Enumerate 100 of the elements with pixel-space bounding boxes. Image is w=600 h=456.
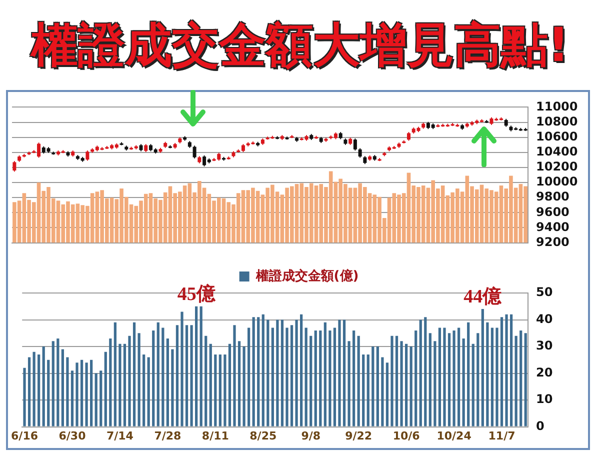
bar [214, 354, 217, 426]
bar [338, 320, 341, 426]
x-tick-label: 7/14 [106, 429, 134, 442]
bar [386, 362, 389, 426]
bar [90, 360, 93, 426]
bar [142, 354, 146, 426]
bar [56, 338, 60, 426]
x-tick-label: 8/25 [250, 429, 277, 442]
bar [304, 328, 308, 426]
bar [94, 373, 98, 426]
bar [162, 328, 164, 426]
y-tick-label: 9200 [536, 234, 570, 249]
bar [85, 362, 88, 426]
bar [376, 346, 379, 426]
bar [419, 320, 422, 426]
bar [28, 357, 31, 426]
x-tick-label: 8/11 [202, 429, 229, 442]
bar [414, 330, 418, 426]
bar [390, 336, 394, 426]
bar [319, 330, 322, 426]
bar [47, 360, 50, 426]
bar [132, 322, 136, 426]
bar [166, 338, 169, 426]
bar [280, 320, 284, 426]
x-tick-label: 9/8 [301, 429, 321, 442]
bar [505, 314, 508, 426]
bar [443, 328, 446, 426]
x-tick-label: 10/6 [392, 429, 420, 442]
bar [176, 325, 179, 426]
candlestick [86, 150, 90, 162]
bar [80, 360, 84, 426]
bar [404, 344, 408, 426]
bar [348, 341, 350, 426]
bar [472, 344, 474, 426]
bar [204, 336, 208, 426]
bar [195, 306, 198, 426]
bar [171, 349, 174, 426]
bar [286, 328, 288, 426]
bar [333, 328, 336, 426]
candlestick [12, 160, 16, 172]
y-tick-label: 9600 [536, 204, 570, 219]
bar [228, 344, 232, 426]
y-tick-label: 50 [536, 285, 553, 300]
bar [476, 333, 480, 426]
bar [23, 368, 26, 426]
bar [314, 330, 317, 426]
bar [42, 346, 45, 426]
y-tick-label: 9800 [536, 190, 570, 204]
bar [366, 354, 370, 426]
bar [76, 362, 78, 426]
bar [328, 330, 332, 426]
bar [180, 312, 184, 426]
bar [520, 330, 522, 426]
bar [118, 344, 122, 426]
bar [185, 325, 188, 426]
bar [209, 344, 212, 426]
y-tick-label: 0 [536, 418, 544, 433]
y-tick-label: 20 [536, 365, 553, 380]
y-tick-label: 11000 [536, 99, 578, 114]
bar [266, 320, 270, 426]
bar [128, 336, 131, 426]
bar [481, 309, 484, 426]
bar [262, 314, 264, 426]
bar [467, 322, 470, 426]
bar [32, 352, 36, 426]
bar [70, 370, 74, 426]
bar [428, 333, 432, 426]
bar [310, 336, 312, 426]
bar [500, 317, 504, 426]
bar [496, 328, 498, 426]
bar [438, 328, 442, 426]
bar [462, 338, 465, 426]
y-tick-label: 30 [536, 338, 553, 353]
x-tick-label: 11/7 [488, 429, 516, 442]
bar [342, 320, 346, 426]
legend-label: 權證成交金額(億) [254, 268, 359, 284]
bar [156, 322, 160, 426]
bar [324, 322, 326, 426]
bar [152, 330, 155, 426]
x-tick-label: 9/22 [345, 429, 372, 442]
bar [52, 341, 54, 426]
bar [218, 354, 222, 426]
y-tick-label: 10800 [536, 114, 578, 128]
y-tick-label: 10000 [536, 174, 578, 189]
bar [242, 346, 246, 426]
x-tick-label: 7/28 [154, 429, 182, 442]
bar [100, 370, 102, 426]
y-tick-label: 40 [536, 312, 553, 326]
bar [434, 341, 436, 426]
annotation: 44億 [464, 285, 503, 308]
y-tick-label: 10200 [536, 160, 578, 174]
annotation: 45億 [177, 282, 216, 305]
bar [352, 330, 356, 426]
bar [276, 320, 279, 426]
bar [357, 336, 360, 426]
bar [123, 344, 126, 426]
chart-title: 權證成交金額大增見高點! [29, 17, 570, 75]
bar [524, 333, 527, 426]
bar [238, 341, 241, 426]
bar [147, 357, 150, 426]
